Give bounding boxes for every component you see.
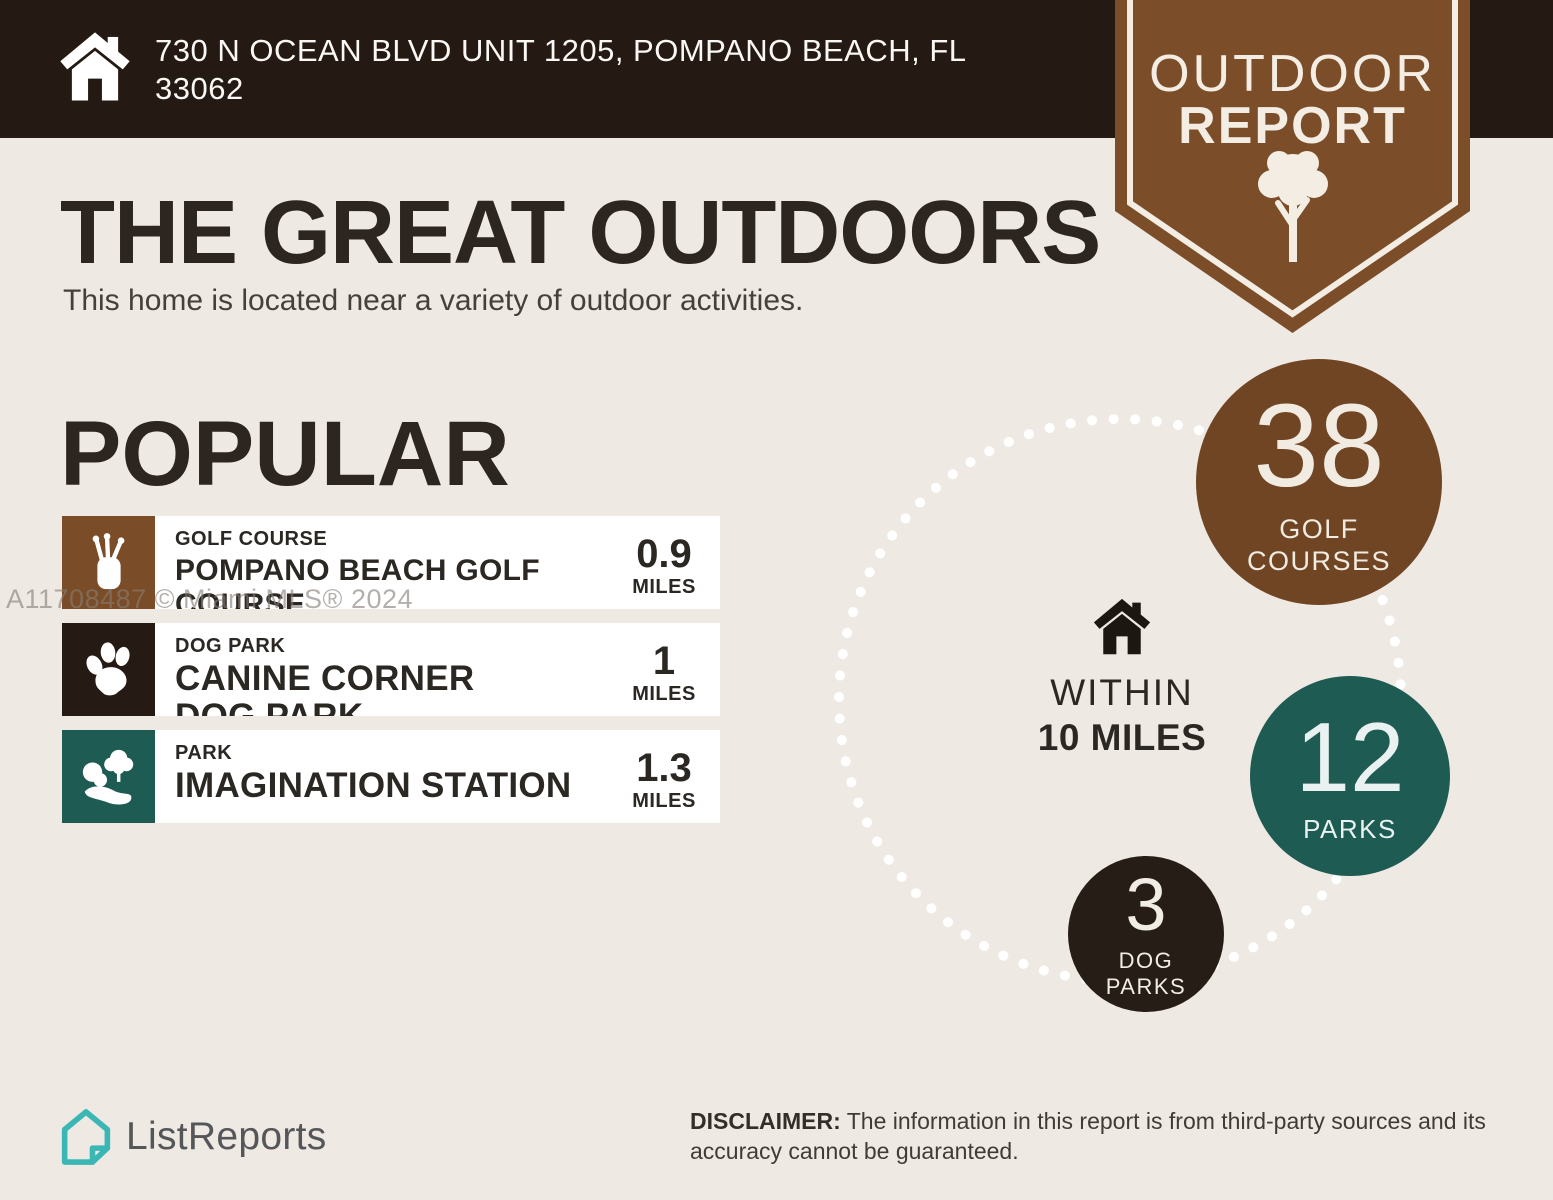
stat-label-line2: PARKS — [1105, 974, 1187, 999]
radius-label: WITHIN 10 MILES — [1022, 672, 1222, 759]
place-name: IMAGINATION STATION — [175, 766, 572, 805]
park-icon — [62, 730, 155, 823]
distance-value: 0.9 — [636, 532, 692, 576]
stat-value: 12 — [1295, 702, 1405, 812]
listreports-house-icon — [61, 1109, 111, 1165]
listreports-logo: ListReports — [60, 1108, 327, 1166]
badge-title-line2: REPORT — [1178, 97, 1407, 155]
distance-unit: MILES — [632, 576, 696, 598]
disclaimer: DISCLAIMER: The information in this repo… — [690, 1106, 1510, 1166]
popular-section-heading: POPULAR — [60, 403, 510, 505]
stat-value: 38 — [1253, 380, 1385, 512]
list-item-park: PARK IMAGINATION STATION 1.3 MILES — [62, 730, 720, 823]
disclaimer-label: DISCLAIMER: — [690, 1108, 841, 1134]
place-category: PARK — [175, 742, 233, 764]
golf-bag-icon — [62, 516, 155, 609]
paw-icon — [62, 623, 155, 716]
distance-unit: MILES — [632, 790, 696, 812]
stat-label-line1: GOLF — [1279, 514, 1359, 544]
distance-value: 1 — [652, 639, 676, 683]
tree-icon — [1258, 151, 1328, 262]
list-item-body: GOLF COURSE POMPANO BEACH GOLF COURSE 0.… — [155, 516, 720, 609]
place-distance: 0.9 MILES — [618, 524, 710, 609]
place-distance: 1 MILES — [618, 631, 710, 716]
place-name: CANINE CORNER DOG PARK — [175, 659, 475, 717]
outdoor-report-badge: OUTDOOR REPORT — [1115, 0, 1470, 335]
stat-golf-courses: 38 GOLF COURSES — [1196, 359, 1442, 605]
distance-value: 1.3 — [636, 746, 692, 790]
page-title: THE GREAT OUTDOORS — [60, 183, 1101, 283]
badge-title-line1: OUTDOOR — [1149, 45, 1436, 103]
radius-label-line2: 10 MILES — [1037, 717, 1207, 758]
place-category: GOLF COURSE — [175, 528, 328, 550]
disclaimer-text: The information in this report is from t… — [690, 1108, 1486, 1164]
stat-label: PARKS — [1303, 814, 1397, 844]
radius-label-line1: WITHIN — [1050, 672, 1194, 713]
place-name: POMPANO BEACH GOLF COURSE — [175, 554, 540, 609]
list-item-golf-course: GOLF COURSE POMPANO BEACH GOLF COURSE 0.… — [62, 516, 720, 609]
stat-label-line1: DOG — [1118, 948, 1174, 973]
property-address: 730 N OCEAN BLVD UNIT 1205, POMPANO BEAC… — [155, 32, 967, 108]
stat-label-line1: PARKS — [1303, 814, 1397, 844]
brand-name: ListReports — [126, 1115, 327, 1158]
stat-label-line2: COURSES — [1246, 546, 1392, 576]
popular-places-list: GOLF COURSE POMPANO BEACH GOLF COURSE 0.… — [62, 516, 720, 837]
address-line-1: 730 N OCEAN BLVD UNIT 1205, POMPANO BEAC… — [155, 33, 967, 68]
page-subtitle: This home is located near a variety of o… — [63, 284, 804, 317]
home-location-icon — [1093, 598, 1151, 655]
list-item-dog-park: DOG PARK CANINE CORNER DOG PARK 1 MILES — [62, 623, 720, 716]
list-item-body: DOG PARK CANINE CORNER DOG PARK 1 MILES — [155, 623, 720, 716]
stat-dog-parks: 3 DOG PARKS — [1068, 856, 1224, 1012]
address-line-2: 33062 — [155, 71, 244, 106]
list-item-body: PARK IMAGINATION STATION 1.3 MILES — [155, 730, 720, 823]
stat-parks: 12 PARKS — [1250, 676, 1450, 876]
stat-value: 3 — [1125, 863, 1167, 946]
home-icon — [60, 32, 130, 101]
stat-label: DOG PARKS — [1106, 948, 1186, 1000]
place-distance: 1.3 MILES — [618, 738, 710, 823]
stat-label: GOLF COURSES — [1247, 513, 1391, 577]
distance-unit: MILES — [632, 683, 696, 705]
mls-watermark: A11708487 © Miami MLS® 2024 — [6, 584, 414, 614]
place-category: DOG PARK — [175, 635, 286, 657]
